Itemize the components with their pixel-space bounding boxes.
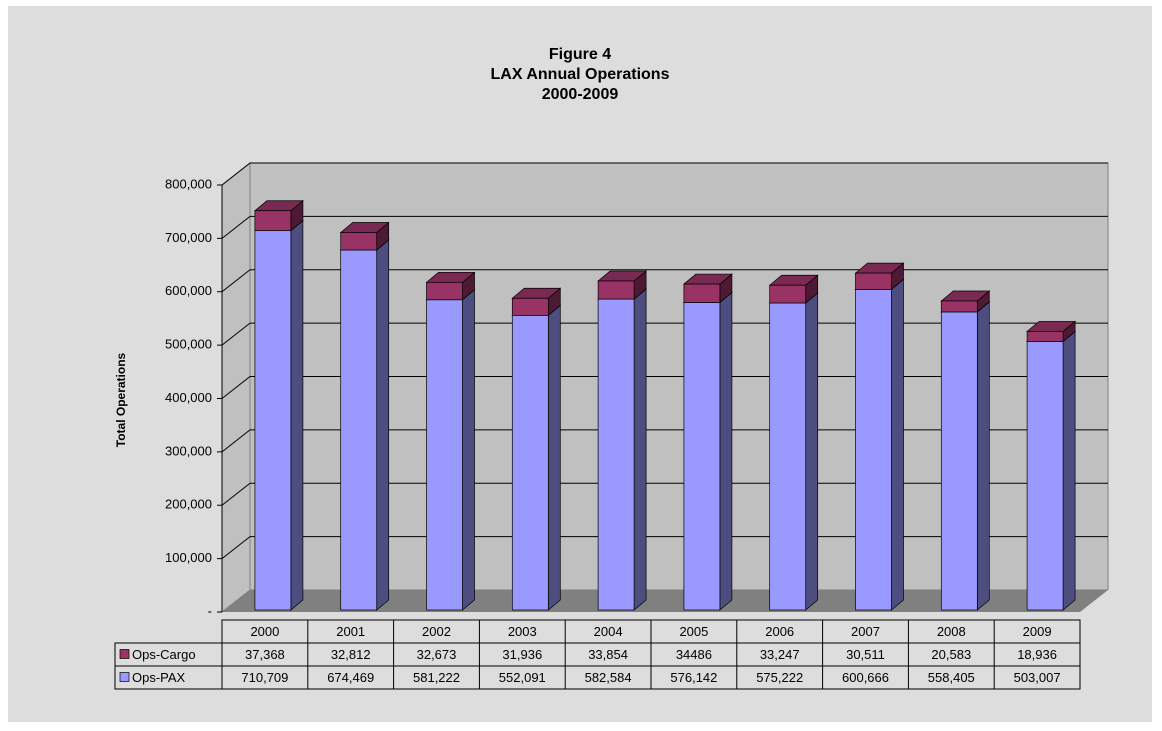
x-tick-label: 2004 xyxy=(594,624,623,639)
data-label: 32,812 xyxy=(331,647,371,662)
bar xyxy=(940,300,978,313)
grid-line xyxy=(221,429,251,453)
bar xyxy=(340,232,378,251)
y-tick-label: 700,000 xyxy=(165,230,212,245)
bar-side xyxy=(462,289,475,611)
bar xyxy=(511,314,549,611)
data-label: 582,584 xyxy=(585,670,632,685)
chart-title: 2000-2009 xyxy=(542,86,619,103)
bar xyxy=(855,289,892,611)
x-tick-label: 2009 xyxy=(1023,624,1052,639)
data-label: 710,709 xyxy=(241,670,288,685)
data-label: 576,142 xyxy=(670,670,717,685)
bar-side xyxy=(719,291,733,611)
y-tick-label: 400,000 xyxy=(165,390,212,405)
bar-side xyxy=(976,301,990,611)
data-label: 34486 xyxy=(676,647,712,662)
x-tick-label: 2005 xyxy=(679,624,708,639)
bar xyxy=(426,281,463,301)
bar xyxy=(426,299,463,611)
bar xyxy=(511,297,549,316)
grid-line xyxy=(221,215,251,239)
y-tick-label: - xyxy=(208,603,212,618)
bar xyxy=(855,272,892,290)
bar-side xyxy=(805,292,819,611)
bar xyxy=(597,298,635,611)
grid-line xyxy=(221,376,251,399)
data-label: 558,405 xyxy=(928,670,975,685)
x-tick-label: 2002 xyxy=(422,624,451,639)
bar xyxy=(340,249,378,611)
bar xyxy=(254,210,292,232)
y-axis-title: Total Operations xyxy=(114,352,128,447)
bar xyxy=(597,280,635,300)
data-label: 600,666 xyxy=(842,670,889,685)
x-tick-label: 2008 xyxy=(937,624,966,639)
x-tick-label: 2007 xyxy=(851,624,880,639)
bar xyxy=(683,302,721,611)
grid-line xyxy=(221,482,251,506)
bar-side xyxy=(1062,330,1076,611)
grid-line xyxy=(221,269,251,293)
chart-title: Figure 4 xyxy=(549,46,611,63)
data-label: 32,673 xyxy=(417,647,457,662)
data-label: 581,222 xyxy=(413,670,460,685)
data-label: 37,368 xyxy=(245,647,285,662)
bar xyxy=(769,302,807,611)
bar-side xyxy=(376,239,390,611)
legend-swatch xyxy=(119,672,130,682)
y-tick-label: 600,000 xyxy=(165,283,212,298)
bar xyxy=(1026,331,1064,342)
y-tick-label: 300,000 xyxy=(165,443,212,458)
grid-line xyxy=(221,322,251,346)
data-label: 33,247 xyxy=(760,647,800,662)
bar-side xyxy=(547,304,561,611)
bar xyxy=(1026,341,1064,611)
x-tick-label: 2001 xyxy=(336,624,365,639)
legend-label: Ops-PAX xyxy=(132,670,186,685)
legend-label: Ops-Cargo xyxy=(132,647,196,662)
data-label: 503,007 xyxy=(1014,670,1061,685)
data-label: 33,854 xyxy=(588,647,628,662)
bar xyxy=(254,230,292,611)
bar xyxy=(769,284,807,304)
bar xyxy=(940,311,978,611)
data-label: 674,469 xyxy=(327,670,374,685)
data-label: 552,091 xyxy=(499,670,546,685)
data-label: 31,936 xyxy=(502,647,542,662)
x-tick-label: 2000 xyxy=(250,624,279,639)
x-tick-label: 2003 xyxy=(508,624,537,639)
data-label: 30,511 xyxy=(846,647,885,662)
data-label: 18,936 xyxy=(1017,647,1057,662)
y-tick-label: 500,000 xyxy=(165,337,212,352)
y-tick-label: 200,000 xyxy=(165,497,212,512)
grid-line xyxy=(221,162,251,186)
bar-side xyxy=(290,219,304,611)
legend-swatch xyxy=(119,649,130,659)
grid-line xyxy=(221,536,251,560)
y-tick-label: 100,000 xyxy=(165,550,212,565)
bar xyxy=(683,283,721,303)
bar-side xyxy=(891,278,904,611)
x-tick-label: 2006 xyxy=(765,624,794,639)
bar-side xyxy=(633,288,647,611)
data-label: 575,222 xyxy=(756,670,803,685)
data-label: 20,583 xyxy=(931,647,971,662)
chart-title: LAX Annual Operations xyxy=(491,66,670,83)
y-tick-label: 800,000 xyxy=(165,176,212,191)
